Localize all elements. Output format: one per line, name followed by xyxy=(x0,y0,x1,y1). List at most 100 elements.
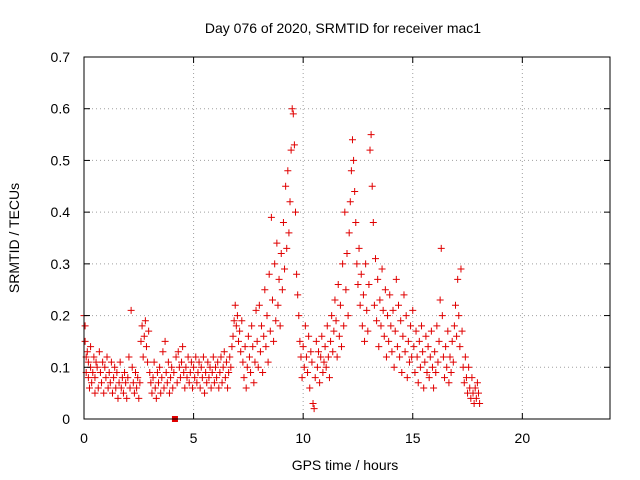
data-point xyxy=(212,363,219,371)
data-point xyxy=(273,239,281,247)
data-point xyxy=(332,317,340,325)
data-point xyxy=(330,327,338,335)
data-point xyxy=(205,374,213,382)
data-point xyxy=(194,368,202,376)
data-point xyxy=(243,363,251,371)
data-point xyxy=(123,394,131,402)
data-point xyxy=(134,374,142,382)
data-point xyxy=(105,368,113,376)
data-point xyxy=(182,363,190,371)
data-point xyxy=(447,368,455,376)
data-point xyxy=(260,332,268,340)
data-point xyxy=(230,317,238,325)
data-point xyxy=(113,368,121,376)
data-point xyxy=(317,353,325,361)
data-point xyxy=(353,260,361,268)
data-point xyxy=(333,353,341,361)
y-tick-label: 0.6 xyxy=(51,101,71,117)
data-point xyxy=(88,379,96,387)
data-point xyxy=(84,358,92,366)
data-point xyxy=(265,270,273,278)
data-point xyxy=(350,156,358,164)
y-tick-label: 0.5 xyxy=(51,152,71,168)
data-point xyxy=(130,389,138,397)
data-point xyxy=(102,374,110,382)
data-point xyxy=(240,374,248,382)
data-point xyxy=(264,358,272,366)
data-point xyxy=(220,348,228,356)
data-point xyxy=(96,368,104,376)
data-point xyxy=(279,218,287,226)
data-point xyxy=(386,291,394,299)
data-point xyxy=(445,379,453,387)
data-point xyxy=(245,353,253,361)
data-point xyxy=(325,374,333,382)
data-point xyxy=(122,379,130,387)
data-point xyxy=(227,363,235,371)
data-point xyxy=(149,374,157,382)
y-tick-label: 0.2 xyxy=(51,308,71,324)
data-point xyxy=(187,358,195,366)
data-point xyxy=(336,301,344,309)
data-point xyxy=(410,343,418,351)
data-point xyxy=(426,353,434,361)
data-point xyxy=(89,368,97,376)
data-point xyxy=(197,363,205,371)
data-point xyxy=(150,358,158,366)
data-point xyxy=(397,317,405,325)
data-point xyxy=(393,343,401,351)
data-point xyxy=(334,281,342,289)
x-axis-label: GPS time / hours xyxy=(292,457,399,473)
data-point xyxy=(377,322,385,330)
data-point xyxy=(277,250,285,258)
data-point xyxy=(370,301,378,309)
data-point xyxy=(127,306,135,314)
data-point xyxy=(455,312,463,320)
data-point xyxy=(399,332,407,340)
data-point xyxy=(443,363,451,371)
data-point xyxy=(151,384,159,392)
data-point xyxy=(225,368,233,376)
data-point xyxy=(190,363,198,371)
data-point xyxy=(411,368,419,376)
data-point xyxy=(441,374,449,382)
data-point xyxy=(215,384,223,392)
data-point xyxy=(433,322,441,330)
data-point xyxy=(301,322,309,330)
data-point xyxy=(348,136,356,144)
data-point xyxy=(160,384,168,392)
data-point xyxy=(249,343,257,351)
data-point xyxy=(226,353,234,361)
data-point xyxy=(457,265,465,273)
data-point xyxy=(117,384,125,392)
data-point xyxy=(181,384,189,392)
data-point xyxy=(363,306,371,314)
data-point xyxy=(428,363,436,371)
data-point xyxy=(385,337,393,345)
data-point xyxy=(195,358,203,366)
data-point xyxy=(242,384,250,392)
data-point xyxy=(371,255,379,263)
data-point xyxy=(239,358,247,366)
y-tick-label: 0.7 xyxy=(51,49,71,65)
data-point xyxy=(93,363,101,371)
data-point xyxy=(147,379,155,387)
data-point xyxy=(378,265,386,273)
data-point xyxy=(270,337,278,345)
data-point xyxy=(161,337,169,345)
data-point xyxy=(81,322,89,330)
data-point xyxy=(351,187,359,195)
data-point xyxy=(465,363,473,371)
data-point xyxy=(84,374,92,382)
data-point xyxy=(319,368,327,376)
data-point xyxy=(390,363,398,371)
data-point xyxy=(448,337,456,345)
data-point xyxy=(435,337,443,345)
data-point xyxy=(183,374,191,382)
data-point xyxy=(461,353,469,361)
data-point xyxy=(412,327,420,335)
data-point xyxy=(174,348,182,356)
data-point xyxy=(204,358,212,366)
data-point xyxy=(148,389,156,397)
data-point xyxy=(436,296,444,304)
